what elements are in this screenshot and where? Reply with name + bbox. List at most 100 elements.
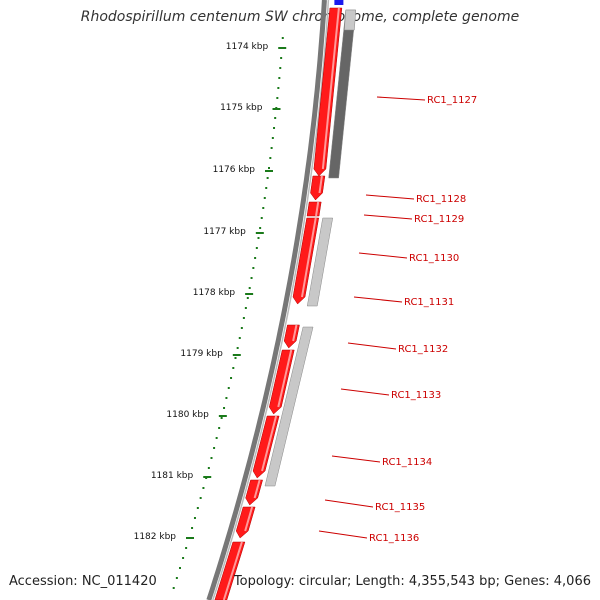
forward-gene[interactable] <box>310 175 326 201</box>
tick-dot <box>274 117 277 119</box>
tick-dot <box>252 267 255 269</box>
forward-gene[interactable] <box>306 201 322 217</box>
tick-dot <box>175 577 178 579</box>
tick-dot <box>268 167 271 169</box>
tick-label: 1182 kbp <box>134 532 177 542</box>
label-leader <box>358 252 408 259</box>
tick-dot <box>279 67 282 69</box>
gene-label[interactable]: RC1_1131 <box>404 297 454 308</box>
label-leader <box>347 342 397 350</box>
gene-label[interactable]: RC1_1135 <box>375 502 425 513</box>
label-leader <box>365 194 415 200</box>
reverse-gene[interactable] <box>264 326 314 487</box>
gene-highlight <box>301 217 317 298</box>
tick-dot <box>210 457 213 459</box>
label-leader <box>331 455 381 463</box>
tick-dot <box>232 367 235 369</box>
tick-label: 1180 kbp <box>166 410 209 420</box>
gene-highlight <box>318 175 323 194</box>
tick-dot <box>196 507 199 509</box>
backbone-edge <box>212 0 330 600</box>
tick-dot <box>223 407 226 409</box>
tick-dot <box>225 397 228 399</box>
gene-highlight <box>253 479 261 499</box>
label-leader <box>324 499 374 508</box>
tick-label: 1179 kbp <box>180 349 223 359</box>
gene-highlight <box>321 7 340 170</box>
tick-dot <box>269 157 272 159</box>
gene-label[interactable]: RC1_1130 <box>409 253 459 264</box>
gene-label[interactable]: RC1_1134 <box>382 457 432 468</box>
position-marker <box>334 0 344 5</box>
tick-dot <box>263 197 266 199</box>
gene-features <box>214 7 357 600</box>
tick-dot <box>250 277 253 279</box>
tick-dot <box>234 357 237 359</box>
backbone-line <box>206 0 327 600</box>
gene-label[interactable]: RC1_1133 <box>391 390 441 401</box>
tick-dot <box>227 387 230 389</box>
tick-dot <box>246 297 249 299</box>
tick-dot <box>220 417 223 419</box>
forward-gene[interactable] <box>235 506 256 539</box>
tick-dot <box>242 317 245 319</box>
reverse-gene[interactable] <box>344 9 357 31</box>
tick-label: 1177 kbp <box>203 227 246 237</box>
label-leader <box>353 296 403 303</box>
tick-dot <box>260 217 263 219</box>
tick-dot <box>202 487 205 489</box>
tick-dot <box>178 567 181 569</box>
accession-text: Accession: NC_011420 <box>9 574 157 589</box>
tick-dot <box>207 467 210 469</box>
gene-label[interactable]: RC1_1136 <box>369 533 419 544</box>
gene-label[interactable]: RC1_1127 <box>427 95 477 106</box>
genome-summary: Topology: circular; Length: 4,355,543 bp… <box>233 574 591 589</box>
gene-highlight <box>222 541 243 600</box>
tick-dot <box>265 187 268 189</box>
gene-highlight <box>292 324 298 342</box>
tick-dot <box>185 547 188 549</box>
tick-dot <box>257 237 260 239</box>
tick-dot <box>277 87 280 89</box>
gene-highlight <box>315 201 320 217</box>
map-title: Rhodospirillum centenum SW chromosome, c… <box>80 9 520 25</box>
tick-dot <box>238 337 241 339</box>
gene-label[interactable]: RC1_1129 <box>414 214 464 225</box>
tick-dot <box>191 527 194 529</box>
gene-highlight <box>244 506 254 532</box>
tick-dot <box>193 517 196 519</box>
tick-dot <box>266 177 269 179</box>
tick-dot <box>182 557 185 559</box>
label-leader <box>363 214 413 220</box>
tick-dot <box>276 97 279 99</box>
tick-dot <box>236 347 239 349</box>
tick-label: 1178 kbp <box>193 288 236 298</box>
tick-label: 1175 kbp <box>220 103 263 113</box>
tick-dot <box>213 447 216 449</box>
tick-dot <box>281 37 284 39</box>
gene-highlight <box>261 415 278 472</box>
tick-dot <box>230 377 233 379</box>
gene-label[interactable]: RC1_1128 <box>416 194 466 205</box>
tick-dot <box>278 77 281 79</box>
tick-dot <box>172 587 175 589</box>
forward-gene[interactable] <box>283 324 300 349</box>
tick-label: 1176 kbp <box>213 165 256 175</box>
label-leader <box>318 530 368 539</box>
reverse-gene[interactable] <box>306 217 334 307</box>
tick-label: 1181 kbp <box>151 471 194 481</box>
tick-dot <box>248 287 251 289</box>
tick-dot <box>218 427 221 429</box>
tick-dot <box>254 257 257 259</box>
tick-label: 1174 kbp <box>226 42 269 52</box>
tick-scale: 1174 kbp 1175 kbp 1176 kbp 1177 kbp 1178 kbp… <box>134 37 287 589</box>
tick-dot <box>215 437 218 439</box>
label-leader <box>340 388 390 396</box>
label-leader <box>376 96 426 101</box>
backbone-track <box>206 0 344 600</box>
tick-dot <box>255 247 258 249</box>
gene-labels: RC1_1127 RC1_1128 RC1_1129 RC1_1130 RC1_1131… <box>318 95 477 544</box>
gene-label[interactable]: RC1_1132 <box>398 344 448 355</box>
tick-dot <box>244 307 247 309</box>
